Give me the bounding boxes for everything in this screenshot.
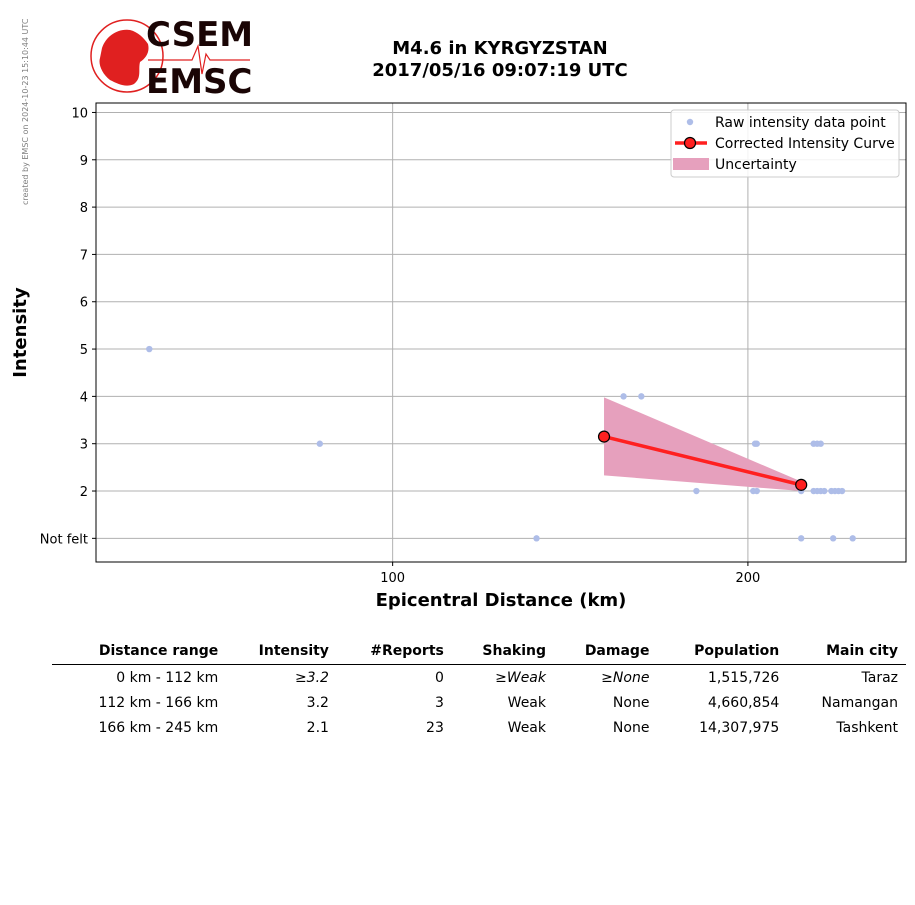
table-cell-city: Taraz bbox=[861, 669, 899, 686]
table-row: 166 km - 245 km 2.1 23 Weak None 14,307,975 Ta… bbox=[52, 715, 906, 740]
y-tick-label: Not felt bbox=[40, 532, 88, 547]
raw-data-point bbox=[146, 345, 153, 353]
logo-csem: CSEM bbox=[146, 18, 253, 55]
legend-curve-marker bbox=[683, 136, 697, 150]
table-cell-range: 166 km - 245 km bbox=[98, 719, 219, 736]
table-cell-reports: 0 bbox=[434, 669, 444, 686]
raw-data-point bbox=[638, 393, 645, 400]
legend-raw-label: Raw intensity data point bbox=[715, 115, 886, 131]
x-tick-label: 100 bbox=[380, 571, 405, 586]
table-cell-damage: ≥None bbox=[601, 669, 650, 686]
chart-subtitle: 2017/05/16 09:07:19 UTC bbox=[372, 60, 628, 81]
raw-data-point bbox=[817, 440, 824, 447]
legend-uncertainty-label: Uncertainty bbox=[715, 157, 797, 173]
table-header-cell: Population bbox=[657, 640, 788, 665]
table-header-row: Distance range Intensity #Reports Shaking Da… bbox=[52, 640, 906, 665]
chart-title: M4.6 in KYRGYZSTAN bbox=[392, 38, 608, 59]
raw-data-point bbox=[693, 487, 700, 495]
y-axis-label: Intensity bbox=[10, 287, 31, 378]
table-cell-population: 14,307,975 bbox=[699, 719, 780, 736]
raw-data-point bbox=[753, 440, 760, 447]
raw-data-point bbox=[533, 535, 540, 542]
table-header-cell: Damage bbox=[554, 640, 658, 665]
uncertainty-band bbox=[604, 397, 802, 492]
intensity-chart: 100 200 Not felt 2 3 4 5 6 7 8 9 10 Epicentral Dista… bbox=[10, 102, 907, 611]
table-cell-damage: None bbox=[612, 719, 650, 736]
table-row: 0 km - 112 km ≥3.2 0 ≥Weak ≥None 1,515,726 Tar… bbox=[52, 665, 906, 691]
table-cell-reports: 3 bbox=[434, 694, 444, 711]
y-tick-label: 2 bbox=[80, 485, 88, 500]
y-tick-label: 8 bbox=[80, 201, 88, 216]
intensity-summary-table: Distance range Intensity #Reports Shaking Da… bbox=[52, 640, 906, 740]
table-row: 112 km - 166 km 3.2 3 Weak None 4,660,854 Nama… bbox=[52, 690, 906, 715]
table-header-cell: Shaking bbox=[451, 640, 554, 665]
table-cell-intensity: 2.1 bbox=[306, 719, 329, 736]
table-header-cell: Main city bbox=[787, 640, 906, 665]
table-cell-shaking: Weak bbox=[507, 694, 546, 711]
table-cell-intensity: 3.2 bbox=[306, 694, 329, 711]
table-cell-shaking: ≥Weak bbox=[495, 669, 546, 686]
globe-outline-icon bbox=[90, 19, 164, 93]
y-tick-label: 3 bbox=[80, 438, 88, 453]
corrected-curve-marker bbox=[795, 478, 808, 491]
table-header-cell: Intensity bbox=[226, 640, 337, 665]
legend-curve-label: Corrected Intensity Curve bbox=[715, 136, 895, 152]
table-header-cell: #Reports bbox=[336, 640, 452, 665]
raw-data-point bbox=[821, 487, 828, 495]
csem-emsc-logo: CSEM EMSC bbox=[90, 18, 253, 100]
legend-box bbox=[670, 109, 900, 178]
table-header-cell: Distance range bbox=[52, 640, 227, 665]
y-tick-label: 6 bbox=[80, 296, 88, 311]
seismogram-icon bbox=[148, 43, 250, 75]
x-axis-label: Epicentral Distance (km) bbox=[376, 590, 627, 611]
legend-raw-marker bbox=[686, 118, 694, 126]
raw-data-point bbox=[829, 535, 837, 542]
raw-data-point bbox=[838, 487, 846, 495]
y-tick-label: 9 bbox=[80, 154, 88, 169]
x-tick-label: 200 bbox=[735, 571, 760, 586]
table-cell-city: Tashkent bbox=[836, 719, 898, 736]
y-tick-label: 7 bbox=[80, 248, 88, 263]
corrected-curve-marker bbox=[597, 430, 611, 443]
plot-frame bbox=[95, 102, 907, 563]
table-cell-city: Namangan bbox=[821, 694, 898, 711]
table-body: 0 km - 112 km ≥3.2 0 ≥Weak ≥None 1,515,726 Tar… bbox=[52, 665, 906, 741]
table-cell-population: 4,660,854 bbox=[708, 694, 780, 711]
raw-data-point bbox=[797, 535, 805, 542]
table-cell-shaking: Weak bbox=[507, 719, 546, 736]
raw-data-point bbox=[753, 487, 760, 495]
europe-map-icon bbox=[99, 29, 149, 86]
raw-data-point bbox=[849, 535, 856, 542]
y-tick-label: 5 bbox=[80, 343, 88, 358]
table-cell-intensity: ≥3.2 bbox=[294, 669, 329, 686]
y-tick-label: 10 bbox=[71, 106, 88, 121]
y-tick-label: 4 bbox=[80, 390, 88, 405]
table-cell-range: 0 km - 112 km bbox=[116, 669, 219, 686]
table-cell-range: 112 km - 166 km bbox=[98, 694, 219, 711]
logo-emsc: EMSC bbox=[146, 62, 253, 100]
table-cell-population: 1,515,726 bbox=[708, 669, 780, 686]
table-cell-reports: 23 bbox=[426, 719, 444, 736]
corrected-curve-line bbox=[603, 434, 802, 487]
table-cell-damage: None bbox=[612, 694, 650, 711]
raw-data-point bbox=[620, 393, 627, 400]
legend-uncertainty-swatch bbox=[673, 158, 709, 170]
raw-data-point bbox=[316, 440, 324, 447]
